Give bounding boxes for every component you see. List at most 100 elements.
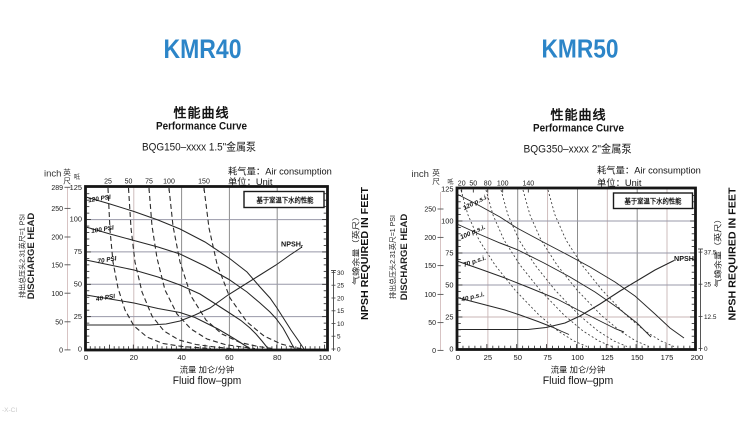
svg-text:NPSH REQUIRED IN FEET: NPSH REQUIRED IN FEET [728, 188, 739, 321]
svg-text:0: 0 [432, 348, 436, 355]
svg-text:20: 20 [337, 295, 345, 302]
svg-text:Performance Curve: Performance Curve [533, 123, 624, 135]
svg-text:25: 25 [445, 313, 453, 322]
svg-text:性能曲线: 性能曲线 [550, 108, 606, 123]
svg-text:Fluid flow–gpm: Fluid flow–gpm [173, 375, 242, 387]
svg-text:50: 50 [428, 320, 436, 327]
svg-text:50: 50 [125, 179, 133, 186]
svg-text:0: 0 [59, 348, 63, 355]
svg-text:基于室温下水的性能: 基于室温下水的性能 [256, 195, 314, 204]
svg-text:125: 125 [441, 185, 453, 194]
svg-text:60: 60 [225, 353, 233, 362]
svg-text:25: 25 [484, 353, 492, 362]
svg-text:5: 5 [337, 334, 341, 341]
svg-text:NPSHr: NPSHr [674, 254, 696, 265]
svg-text:50: 50 [445, 281, 453, 290]
svg-text:单位：Unit: 单位：Unit [597, 177, 642, 188]
svg-text:37.5: 37.5 [704, 250, 717, 257]
svg-text:流量 加仑/分钟: 流量 加仑/分钟 [551, 365, 606, 375]
svg-text:NPSH REQUIRED IN FEET: NPSH REQUIRED IN FEET [360, 187, 371, 320]
svg-text:25: 25 [337, 283, 345, 290]
svg-text:100: 100 [51, 291, 63, 298]
svg-text:100: 100 [163, 179, 175, 186]
svg-text:75: 75 [445, 249, 453, 258]
svg-text:80: 80 [273, 353, 281, 362]
svg-text:50: 50 [74, 280, 82, 289]
svg-text:-X-CI: -X-CI [2, 407, 17, 414]
svg-text:BQG150–xxxx 1.5"金属泵: BQG150–xxxx 1.5"金属泵 [142, 140, 256, 154]
svg-text:250: 250 [424, 207, 436, 214]
svg-text:25: 25 [74, 312, 82, 321]
svg-text:175: 175 [661, 353, 674, 362]
svg-text:耗气量：Air consumption: 耗气量：Air consumption [228, 166, 332, 177]
svg-text:气蟓余量（英尺）: 气蟓余量（英尺） [352, 212, 361, 285]
svg-text:呧: 呧 [447, 178, 453, 186]
svg-text:75: 75 [74, 247, 82, 256]
svg-text:289: 289 [51, 185, 63, 192]
svg-text:125: 125 [601, 353, 614, 362]
svg-text:150: 150 [51, 262, 63, 269]
svg-text:100: 100 [424, 292, 436, 299]
svg-text:15: 15 [337, 308, 345, 315]
svg-text:70 PSI: 70 PSI [97, 255, 117, 265]
svg-text:20: 20 [130, 353, 138, 362]
svg-text:英: 英 [63, 167, 71, 177]
svg-text:KMR50: KMR50 [542, 36, 619, 64]
svg-text:150: 150 [631, 353, 644, 362]
svg-text:250: 250 [51, 206, 63, 213]
svg-text:DISCHARGE HEAD: DISCHARGE HEAD [399, 214, 410, 301]
svg-text:0: 0 [84, 353, 88, 362]
svg-text:基于室温下水的性能: 基于室温下水的性能 [624, 197, 682, 206]
svg-text:50: 50 [513, 353, 521, 362]
svg-text:100: 100 [70, 215, 82, 224]
svg-text:单位：Unit: 单位：Unit [228, 176, 273, 187]
svg-text:尺: 尺 [63, 177, 71, 186]
svg-text:Performance Curve: Performance Curve [156, 121, 247, 133]
svg-text:inch: inch [412, 169, 429, 180]
svg-text:150: 150 [424, 263, 436, 270]
svg-text:20: 20 [458, 181, 466, 188]
svg-text:80: 80 [484, 181, 492, 188]
svg-text:KMR40: KMR40 [164, 34, 242, 64]
svg-text:气蟓余量（英尺）: 气蟓余量（英尺） [714, 215, 723, 288]
svg-text:25: 25 [704, 282, 712, 289]
svg-text:0: 0 [337, 346, 341, 353]
svg-text:40 PSI: 40 PSI [95, 293, 116, 303]
svg-text:140: 140 [522, 181, 534, 188]
svg-text:0: 0 [704, 346, 708, 353]
svg-text:100 PSI: 100 PSI [91, 225, 115, 236]
svg-text:呧: 呧 [74, 173, 80, 181]
svg-text:75: 75 [543, 353, 551, 362]
svg-text:100: 100 [497, 181, 509, 188]
svg-text:100: 100 [441, 217, 453, 226]
svg-text:125: 125 [70, 183, 82, 192]
svg-text:50: 50 [55, 319, 63, 326]
svg-text:英: 英 [432, 168, 440, 178]
svg-text:100: 100 [571, 353, 584, 362]
svg-text:200: 200 [424, 235, 436, 242]
svg-text:Fluid flow–gpm: Fluid flow–gpm [543, 375, 614, 387]
svg-text:40: 40 [177, 353, 185, 362]
svg-text:0: 0 [449, 345, 453, 354]
svg-text:BQG350–xxxx 2"金属泵: BQG350–xxxx 2"金属泵 [524, 142, 632, 156]
svg-text:75: 75 [145, 179, 153, 186]
svg-text:inch: inch [44, 169, 61, 180]
svg-text:50: 50 [469, 181, 477, 188]
svg-text:性能曲线: 性能曲线 [173, 106, 229, 121]
svg-text:10: 10 [337, 321, 345, 328]
svg-text:0: 0 [456, 353, 460, 362]
svg-text:NPSHr: NPSHr [281, 240, 303, 251]
svg-text:200: 200 [691, 353, 704, 362]
svg-text:流量 加仑/分钟: 流量 加仑/分钟 [180, 365, 235, 375]
svg-text:150: 150 [198, 179, 210, 186]
svg-text:30: 30 [337, 270, 345, 277]
svg-text:25: 25 [104, 179, 112, 186]
svg-text:100: 100 [319, 353, 332, 362]
svg-text:排出总压头2.31英尺=1 PSI: 排出总压头2.31英尺=1 PSI [388, 215, 397, 299]
svg-text:200: 200 [51, 235, 63, 242]
svg-text:12.5: 12.5 [704, 314, 717, 321]
svg-text:DISCHARGE HEAD: DISCHARGE HEAD [26, 213, 37, 300]
svg-text:排出总压头2.31英尺=1 PSI: 排出总压头2.31英尺=1 PSI [18, 214, 27, 298]
svg-text:耗气量：Air consumption: 耗气量：Air consumption [597, 165, 701, 176]
svg-text:尺: 尺 [432, 177, 440, 186]
